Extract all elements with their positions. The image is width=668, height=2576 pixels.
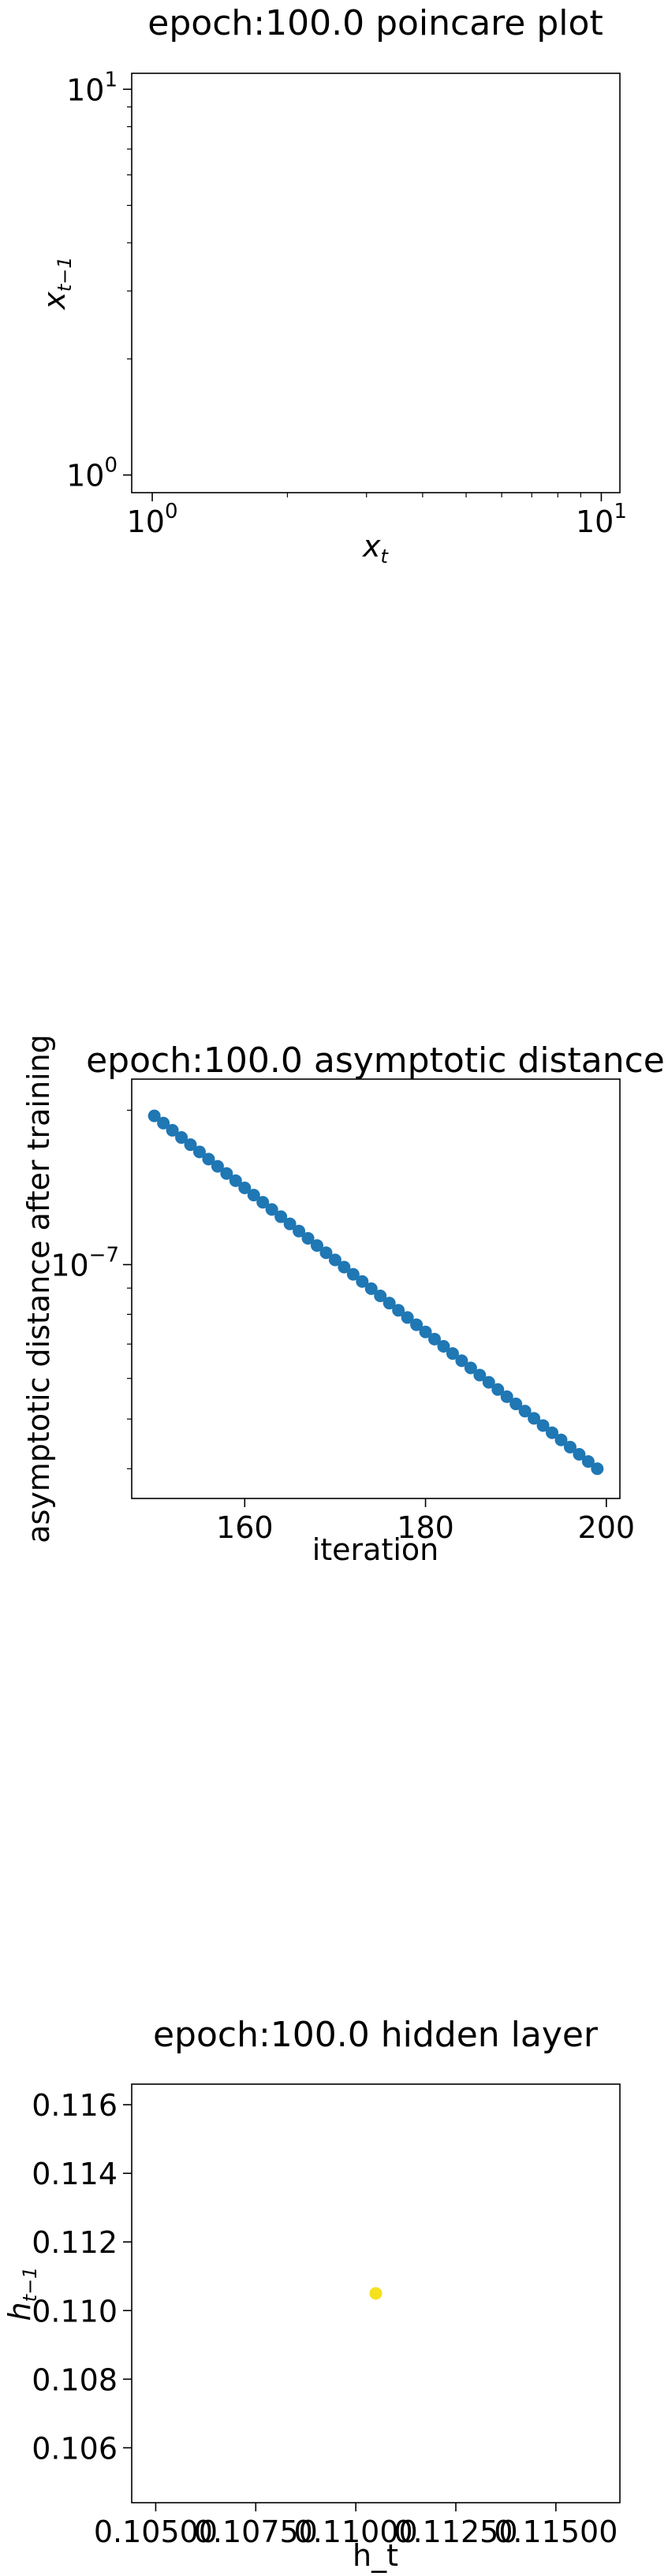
data-point [428, 1332, 442, 1346]
data-point [536, 1419, 550, 1432]
poincare-xlabel: xt [362, 529, 390, 568]
data-point [528, 1412, 541, 1425]
data-point [500, 1390, 513, 1403]
data-point [554, 1433, 568, 1446]
data-point [392, 1304, 405, 1317]
data-point [328, 1253, 341, 1267]
asymptotic-points [147, 1109, 604, 1476]
hidden-layer-plot-frame [131, 2083, 621, 2503]
data-point [247, 1189, 260, 1202]
y-tick-label: 0.106 [32, 2431, 118, 2466]
y-tick-label: 0.116 [32, 2088, 118, 2123]
data-point [293, 1224, 306, 1238]
x-tick-label: 100 [127, 500, 178, 539]
y-tick-label: 0.112 [32, 2225, 118, 2260]
data-point [192, 1145, 206, 1159]
data-point [175, 1131, 188, 1145]
data-point [591, 1462, 604, 1476]
data-point [563, 1440, 577, 1454]
poincare-chart: epoch:100.0 poincare plot 100 101 100 101 x… [37, 3, 627, 568]
data-point [310, 1239, 323, 1253]
asymptotic-chart: epoch:100.0 asymptotic distance 160 180 20… [21, 1034, 665, 1567]
data-point [369, 2287, 383, 2300]
y-tick-label: 10−7 [50, 1243, 119, 1282]
data-point [346, 1268, 360, 1281]
data-point [301, 1231, 315, 1245]
hidden-layer-chart: epoch:100.0 hidden layer 0.105000.107500… [2, 2015, 621, 2573]
data-point [319, 1246, 333, 1260]
asymptotic-plot-frame [131, 1078, 621, 1499]
x-tick-label: 101 [576, 500, 627, 539]
x-tick-label: 0.11250 [394, 2515, 517, 2549]
data-point [383, 1297, 396, 1310]
data-point [446, 1347, 459, 1361]
data-point [509, 1398, 523, 1411]
hidden-layer-xlabel: h_t [353, 2538, 398, 2573]
data-point [220, 1167, 233, 1180]
data-point [229, 1174, 242, 1187]
data-point [374, 1290, 387, 1303]
y-tick-label: 0.114 [32, 2157, 118, 2191]
data-point [419, 1325, 432, 1338]
asymptotic-xlabel: iteration [312, 1532, 439, 1567]
data-point [573, 1447, 586, 1461]
data-point [211, 1160, 224, 1173]
data-point [482, 1375, 495, 1389]
asymptotic-ylabel: asymptotic distance after training [21, 1034, 56, 1543]
data-point [473, 1368, 487, 1382]
data-point [256, 1196, 270, 1209]
data-point [546, 1426, 559, 1439]
y-tick-label: 101 [66, 68, 118, 107]
poincare-ylabel: xt−1 [37, 256, 76, 310]
x-tick-label: 0.10750 [194, 2515, 318, 2549]
poincare-ticks: 100 101 100 101 [66, 68, 627, 539]
asymptotic-ticks: 160 180 200 10−7 [50, 1109, 636, 1545]
y-tick-label: 0.110 [32, 2294, 118, 2328]
poincare-plot-frame [131, 73, 621, 493]
x-tick-label: 0.10500 [94, 2515, 218, 2549]
data-point [410, 1318, 424, 1331]
data-point [464, 1361, 477, 1375]
y-tick-label: 0.108 [32, 2362, 118, 2397]
data-point [581, 1455, 595, 1469]
x-tick-label: 160 [216, 1510, 274, 1545]
x-tick-label: 200 [578, 1510, 636, 1545]
data-point [491, 1383, 505, 1396]
y-tick-label: 100 [66, 454, 118, 493]
data-point [338, 1260, 351, 1274]
data-point [166, 1123, 179, 1137]
poincare-title: epoch:100.0 poincare plot [147, 3, 603, 43]
data-point [283, 1217, 297, 1230]
data-point [437, 1339, 450, 1353]
hidden-layer-ylabel: ht−1 [2, 2267, 41, 2321]
x-tick-label: 0.11500 [494, 2515, 618, 2549]
x-tick-label: 0.11000 [294, 2515, 418, 2549]
data-point [184, 1138, 197, 1152]
data-point [455, 1354, 468, 1368]
hidden-layer-title: epoch:100.0 hidden layer [153, 2015, 599, 2055]
data-point [274, 1210, 288, 1223]
data-point [518, 1405, 532, 1418]
data-point [364, 1282, 378, 1295]
data-point [238, 1181, 252, 1194]
data-point [265, 1203, 278, 1216]
asymptotic-title: epoch:100.0 asymptotic distance [86, 1040, 665, 1081]
data-point [356, 1275, 369, 1288]
data-point [401, 1311, 414, 1324]
data-point [147, 1109, 161, 1122]
x-tick-label: 180 [397, 1510, 454, 1545]
data-point [202, 1152, 215, 1166]
hidden-layer-points [369, 2287, 383, 2300]
data-point [157, 1116, 170, 1130]
